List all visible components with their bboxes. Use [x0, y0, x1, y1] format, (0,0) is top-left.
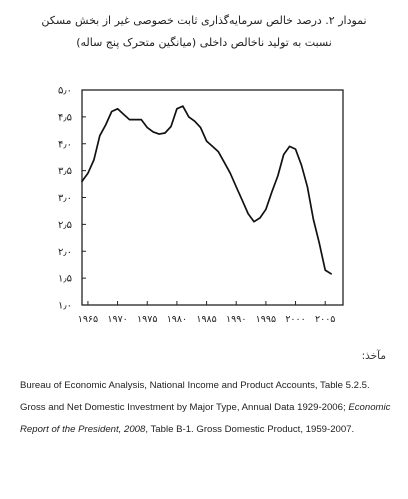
source-italic: Economic Report of the President, 2008 — [20, 402, 391, 435]
y-tick-label: ۳٫۵ — [58, 166, 72, 177]
x-tick-label: ۲۰۰۰ — [285, 314, 305, 325]
x-tick-label: ۱۹۹۵ — [256, 314, 276, 325]
source-label: مآخذ: — [361, 350, 386, 362]
x-tick-label: ۱۹۹۰ — [226, 314, 246, 325]
y-tick-label: ۴٫۵ — [58, 112, 72, 123]
source-text-1: Bureau of Economic Analysis, National In… — [20, 380, 370, 413]
series-group — [81, 105, 332, 275]
chart-title-line-1: نمودار ۲. درصد خالص سرمایه‌گذاری ثابت خص… — [41, 14, 367, 27]
x-tick-label: ۱۹۸۵ — [196, 314, 216, 325]
y-tick-label: ۳٫۰ — [58, 193, 72, 204]
x-tick-label: ۱۹۷۵ — [137, 314, 157, 325]
y-tick-label: ۱٫۰ — [58, 301, 72, 312]
y-tick-label: ۱٫۵ — [58, 274, 72, 285]
plot-frame — [81, 89, 344, 306]
y-axis-ticks: ۱٫۰ ۱٫۵ ۲٫۰ ۲٫۵ ۳٫۰ ۳٫۵ ۴٫۰ ۴٫۵ ۵٫۰ — [58, 86, 86, 312]
y-tick-label: ۴٫۰ — [58, 139, 72, 150]
x-tick-label: ۱۹۸۰ — [167, 314, 187, 325]
source-text-2: , Table B-1. Gross Domestic Product, 195… — [145, 424, 355, 435]
x-tick-label: ۱۹۶۵ — [78, 314, 98, 325]
chart-axes — [81, 89, 344, 306]
chart-title-line-2: نسبت به تولید ناخالص داخلی (میانگین متحر… — [76, 36, 332, 49]
line-chart: ۱٫۰ ۱٫۵ ۲٫۰ ۲٫۵ ۳٫۰ ۳٫۵ ۴٫۰ ۴٫۵ ۵٫۰ ۱۹۶۵ ۱۹۷۰ ۱۹۷۵… — [58, 86, 344, 325]
x-tick-label: ۲۰۰۵ — [315, 314, 335, 325]
source-citation: Bureau of Economic Analysis, National In… — [20, 375, 395, 441]
y-tick-label: ۲٫۰ — [58, 247, 72, 258]
x-axis-ticks: ۱۹۶۵ ۱۹۷۰ ۱۹۷۵ ۱۹۸۰ ۱۹۸۵ ۱۹۹۰ ۱۹۹۵ ۲۰۰۰ ۲۰۰۵ — [78, 301, 335, 325]
y-tick-label: ۵٫۰ — [58, 86, 72, 97]
series-line — [81, 105, 332, 275]
x-tick-label: ۱۹۷۰ — [107, 314, 127, 325]
y-tick-label: ۲٫۵ — [58, 220, 72, 231]
